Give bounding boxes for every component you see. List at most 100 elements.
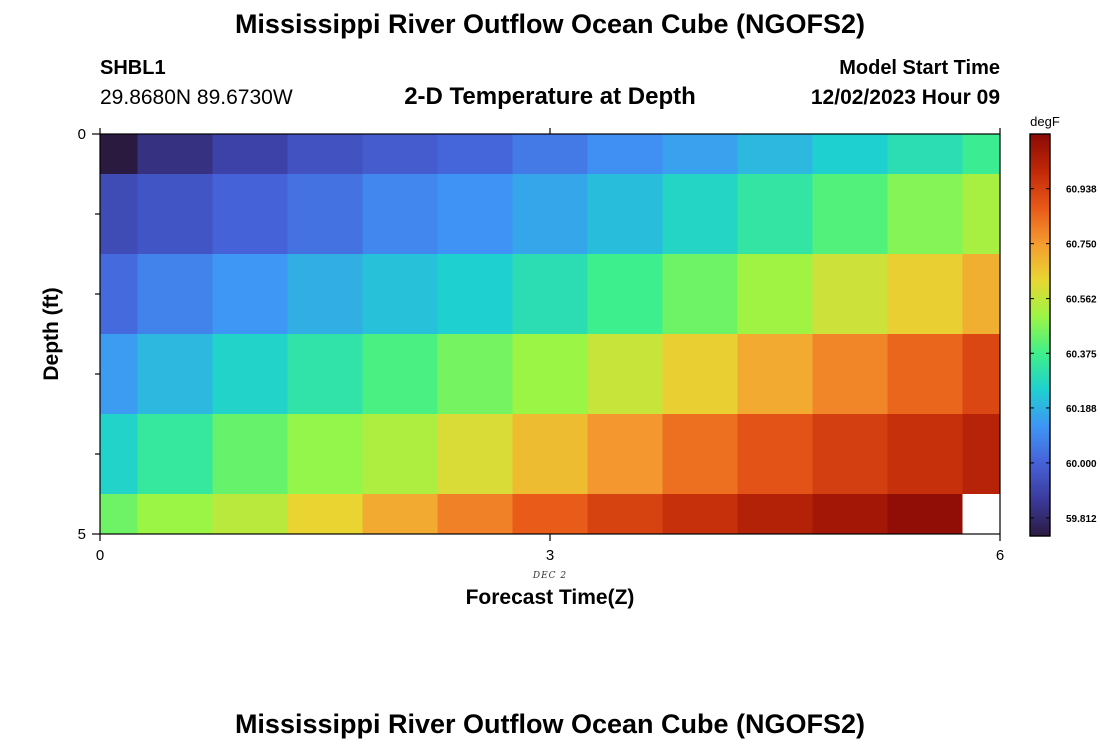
- heatmap-cell: [287, 494, 363, 535]
- heatmap-cell: [512, 414, 588, 495]
- heatmap-cell: [437, 254, 513, 335]
- colorbar-ramp: [1029, 133, 1051, 537]
- heatmap-cell: [887, 254, 963, 335]
- heatmap-cell: [737, 174, 813, 255]
- x-tick-label: 6: [996, 547, 1004, 564]
- heatmap-cell: [362, 174, 438, 255]
- x-tick-label: 3: [546, 547, 554, 564]
- heatmap-cell: [137, 414, 213, 495]
- main-title: Mississippi River Outflow Ocean Cube (NG…: [234, 9, 866, 39]
- colorbar-unit-label: degF: [1030, 114, 1060, 129]
- heatmap-cell: [287, 174, 363, 255]
- heatmap-cell: [662, 174, 738, 255]
- heatmap-cell: [100, 134, 138, 175]
- heatmap-cell: [887, 174, 963, 255]
- footer-title: Mississippi River Outflow Ocean Cube (NG…: [234, 709, 866, 739]
- heatmap-cell: [212, 414, 288, 495]
- station-coordinates: 29.8680N 89.6730W: [100, 86, 293, 109]
- heatmap-cell: [512, 254, 588, 335]
- heatmap-cell: [587, 494, 663, 535]
- heatmap-cell: [212, 494, 288, 535]
- heatmap-cell: [587, 134, 663, 175]
- heatmap-cell: [737, 334, 813, 415]
- heatmap-cell: [662, 134, 738, 175]
- heatmap-cell: [812, 174, 888, 255]
- heatmap-cell: [887, 494, 963, 535]
- heatmap-cell: [137, 334, 213, 415]
- heatmap-cell: [962, 414, 1001, 495]
- heatmap-cell: [437, 174, 513, 255]
- heatmap-cell: [662, 494, 738, 535]
- heatmap-cell: [100, 414, 138, 495]
- heatmap-cell: [887, 134, 963, 175]
- heatmap-cell: [587, 414, 663, 495]
- y-tick-label: 0: [78, 126, 86, 143]
- heatmap-cell: [212, 254, 288, 335]
- heatmap-cell: [587, 334, 663, 415]
- model-start-value: 12/02/2023 Hour 09: [810, 86, 1000, 109]
- heatmap-cell: [212, 174, 288, 255]
- heatmap-cell: [662, 414, 738, 495]
- heatmap-cell: [737, 494, 813, 535]
- model-start-label: Model Start Time: [839, 57, 1000, 79]
- heatmap-cell: [100, 334, 138, 415]
- heatmap-cell: [812, 134, 888, 175]
- heatmap-cell: [737, 414, 813, 495]
- x-axis-title: Forecast Time(Z): [466, 586, 635, 609]
- heatmap-cell: [962, 254, 1001, 335]
- heatmap-cell: [962, 174, 1001, 255]
- y-axis-title: Depth (ft): [40, 287, 63, 380]
- heatmap-cell: [437, 334, 513, 415]
- colorbar-tick-label: 60.562: [1066, 295, 1097, 306]
- heatmap-cell: [287, 254, 363, 335]
- heatmap-cell: [512, 174, 588, 255]
- x-tick-label: 0: [96, 547, 104, 564]
- heatmap-cell: [362, 334, 438, 415]
- heatmap-cell: [287, 414, 363, 495]
- heatmap-cell: [362, 254, 438, 335]
- heatmap-cell: [737, 134, 813, 175]
- heatmap-cell: [962, 334, 1001, 415]
- heatmap-cell: [962, 494, 1001, 535]
- axis-ticks: 0 3 605: [78, 126, 1005, 564]
- colorbar-tick-label: 60.750: [1066, 240, 1097, 251]
- heatmap-cell: [212, 134, 288, 175]
- x-date-label: DEC 2: [532, 571, 567, 581]
- heatmap-cell: [437, 494, 513, 535]
- heatmap-cell: [812, 414, 888, 495]
- heatmap-cell: [287, 334, 363, 415]
- heatmap-cell: [100, 254, 138, 335]
- colorbar-tick-label: 60.938: [1066, 185, 1097, 196]
- station-id: SHBL1: [100, 57, 166, 79]
- colorbar-tick-label: 60.188: [1066, 404, 1097, 415]
- y-tick-label: 5: [78, 526, 86, 543]
- heatmap-cell: [662, 254, 738, 335]
- heatmap-cell: [662, 334, 738, 415]
- heatmap-cell: [587, 254, 663, 335]
- colorbar-tick-label: 59.812: [1066, 514, 1097, 525]
- heatmap-cell: [100, 174, 138, 255]
- heatmap-cell: [737, 254, 813, 335]
- heatmap-cell: [137, 494, 213, 535]
- heatmap-cell: [137, 254, 213, 335]
- heatmap-cell: [212, 334, 288, 415]
- heatmap-cell: [437, 414, 513, 495]
- heatmap-cell: [812, 494, 888, 535]
- heatmap-cell: [587, 174, 663, 255]
- heatmap-cell: [137, 174, 213, 255]
- heatmap-cell: [100, 494, 138, 535]
- heatmap-cell: [812, 334, 888, 415]
- colorbar: 59.812 60.000 60.188 60.375 60.562 60.750 60.9…: [1029, 133, 1097, 537]
- heatmap-cell: [512, 334, 588, 415]
- heatmap-cell: [362, 414, 438, 495]
- colorbar-tick-label: 60.375: [1066, 349, 1097, 360]
- colorbar-tick-label: 60.000: [1066, 459, 1097, 470]
- heatmap-cell: [287, 134, 363, 175]
- heatmap-cell: [362, 134, 438, 175]
- heatmap-cells: [100, 134, 1001, 535]
- plot-title: 2-D Temperature at Depth: [404, 83, 696, 110]
- heatmap-cell: [137, 134, 213, 175]
- heatmap-cell: [887, 414, 963, 495]
- heatmap-cell: [812, 254, 888, 335]
- heatmap-cell: [962, 134, 1001, 175]
